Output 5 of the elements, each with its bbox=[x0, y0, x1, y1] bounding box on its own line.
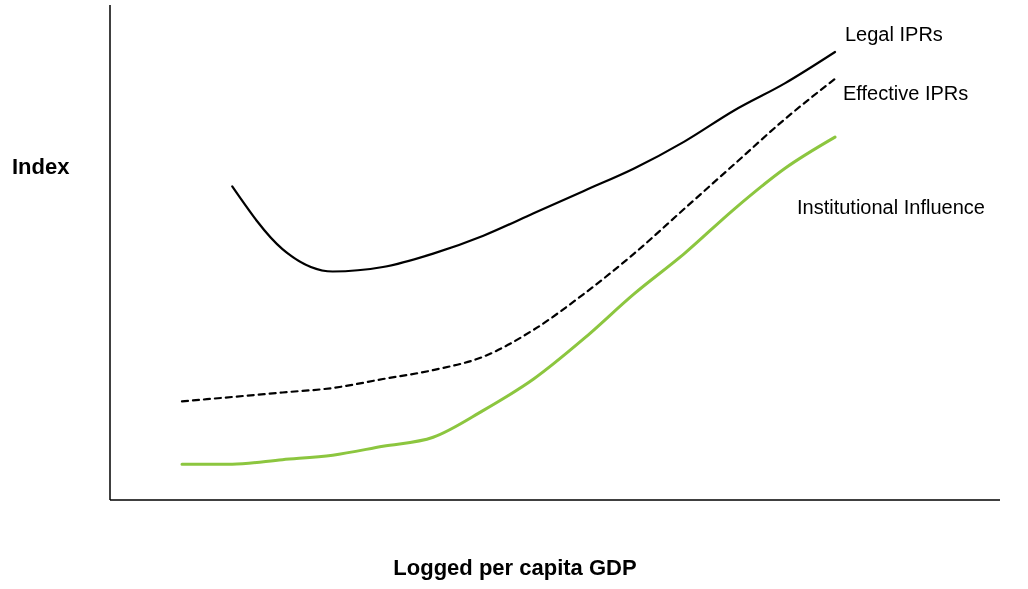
y-axis-title: Index bbox=[12, 153, 71, 179]
series-label: Legal IPRs bbox=[845, 23, 943, 46]
series-label: Effective IPRs bbox=[843, 82, 969, 105]
series-label: Institutional Influence bbox=[797, 196, 985, 219]
x-axis-title: Logged per capita GDP bbox=[393, 555, 637, 580]
